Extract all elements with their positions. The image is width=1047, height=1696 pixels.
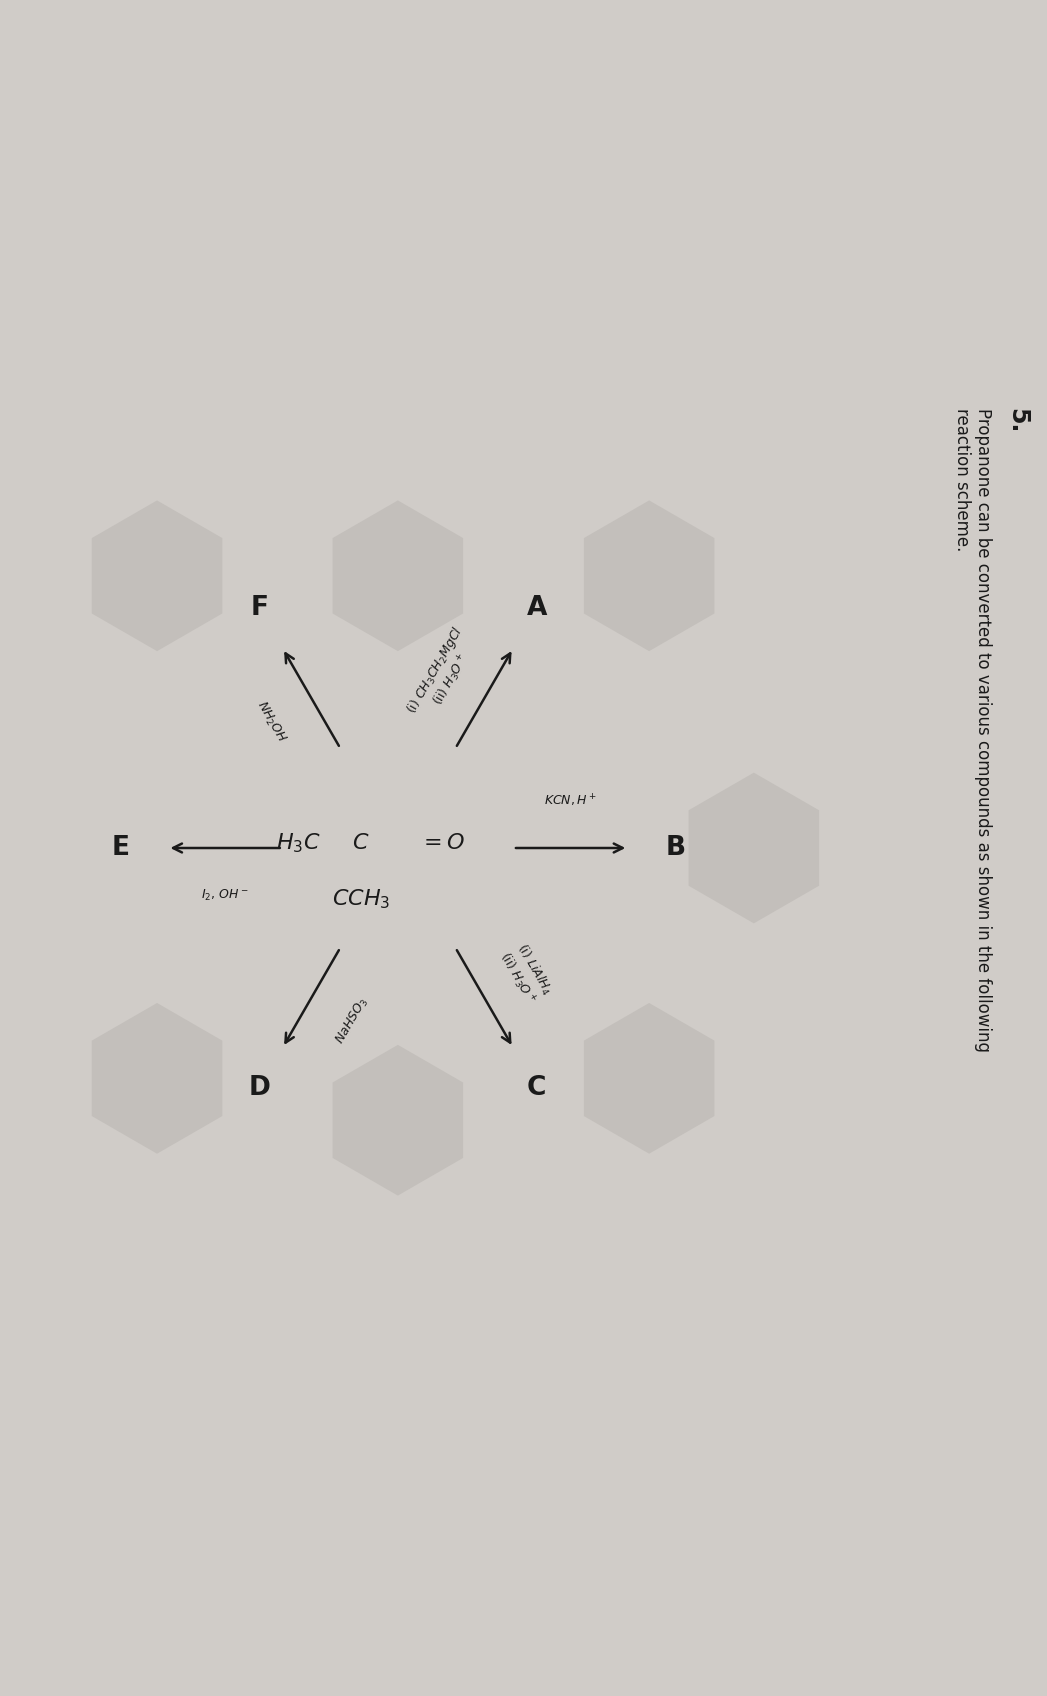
Text: $NH_2OH$: $NH_2OH$	[252, 699, 289, 746]
Text: (i) $CH_3CH_2MgCl$
(ii) $H_3O^+$: (i) $CH_3CH_2MgCl$ (ii) $H_3O^+$	[403, 622, 484, 726]
Polygon shape	[584, 500, 714, 651]
Polygon shape	[689, 773, 819, 923]
Polygon shape	[333, 1045, 463, 1196]
Polygon shape	[333, 500, 463, 651]
Polygon shape	[584, 1002, 714, 1153]
Text: $H_3C$: $H_3C$	[276, 831, 320, 855]
Polygon shape	[92, 1002, 222, 1153]
Text: F: F	[250, 595, 268, 621]
Text: D: D	[248, 1075, 270, 1101]
Text: $I_2$, $OH^-$: $I_2$, $OH^-$	[201, 887, 249, 902]
Text: $NaHSO_3$: $NaHSO_3$	[333, 996, 372, 1046]
Text: 5.: 5.	[1005, 409, 1029, 434]
Text: $CCH_3$: $CCH_3$	[332, 887, 391, 911]
Text: B: B	[665, 834, 686, 862]
Text: Propanone can be converted to various compounds as shown in the following
reacti: Propanone can be converted to various co…	[953, 409, 992, 1052]
Polygon shape	[92, 500, 222, 651]
Text: $C$: $C$	[353, 833, 370, 853]
Text: $KCN, H^+$: $KCN, H^+$	[544, 792, 597, 809]
Text: A: A	[527, 595, 547, 621]
Text: E: E	[111, 834, 130, 862]
Text: (i) $LiAlH_4$
(ii) $H_3O^+$: (i) $LiAlH_4$ (ii) $H_3O^+$	[495, 941, 555, 1007]
Text: C: C	[527, 1075, 547, 1101]
Text: $=O$: $=O$	[419, 833, 465, 853]
